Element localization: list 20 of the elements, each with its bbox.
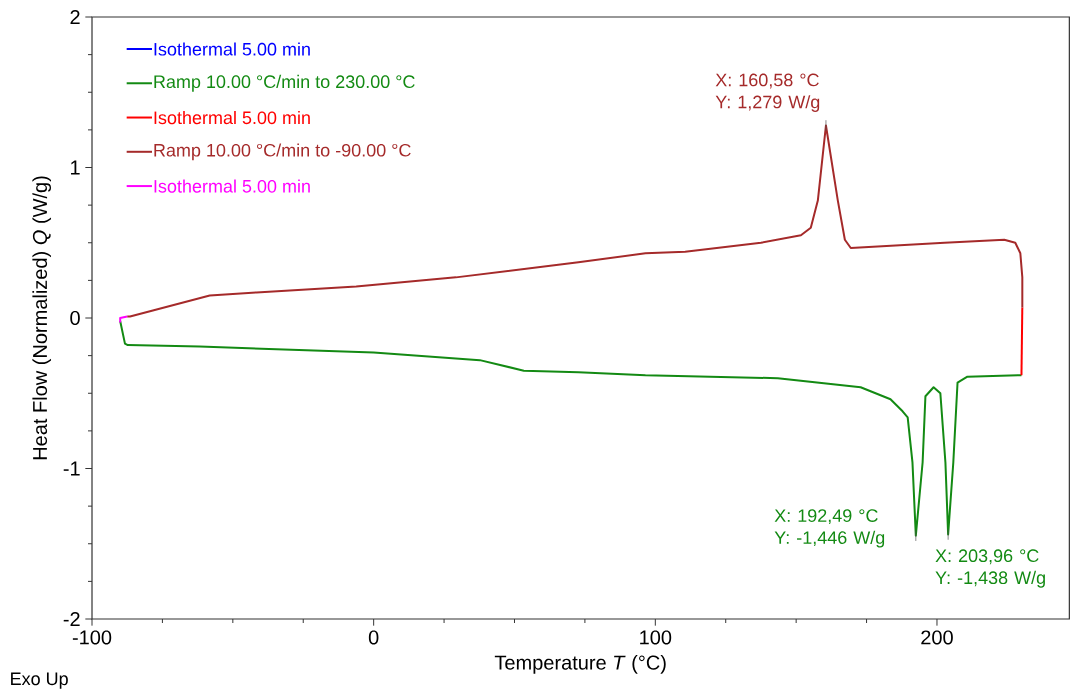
annotation: X: 203,96 °C Y: -1,438 W/g xyxy=(935,549,1045,588)
y-tick-label: 0 xyxy=(70,310,80,326)
x-tick-label: 200 xyxy=(921,630,953,645)
x-axis-title: Temperature T (°C) xyxy=(494,655,666,674)
x-tick-label: 0 xyxy=(368,630,379,645)
y-tick-label: -1 xyxy=(63,461,80,476)
y-tick-label: 2 xyxy=(70,10,80,24)
legend-label: Ramp 10.00 °C/min to -90.00 °C xyxy=(154,143,411,161)
y-tick-label: 1 xyxy=(71,160,80,175)
legend-label: Isothermal 5.00 min xyxy=(154,179,310,193)
annotation: X: 192,49 °C Y: -1,446 W/g xyxy=(774,509,885,548)
legend-label: Isothermal 5.00 min xyxy=(154,42,310,56)
text: Exo Up xyxy=(11,672,68,689)
annotation: X: 160,58 °C Y: 1,279 W/g xyxy=(715,73,820,112)
x-tick-label: -100 xyxy=(72,630,112,645)
x-tick-label: 100 xyxy=(640,630,672,645)
legend-label: Ramp 10.00 °C/min to 230.00 °C xyxy=(154,74,415,92)
y-axis-title: Heat Flow (Normalized) Q (W/g) xyxy=(32,176,52,460)
y-tick-label: -2 xyxy=(63,612,80,626)
legend-label: Isothermal 5.00 min xyxy=(154,110,310,125)
